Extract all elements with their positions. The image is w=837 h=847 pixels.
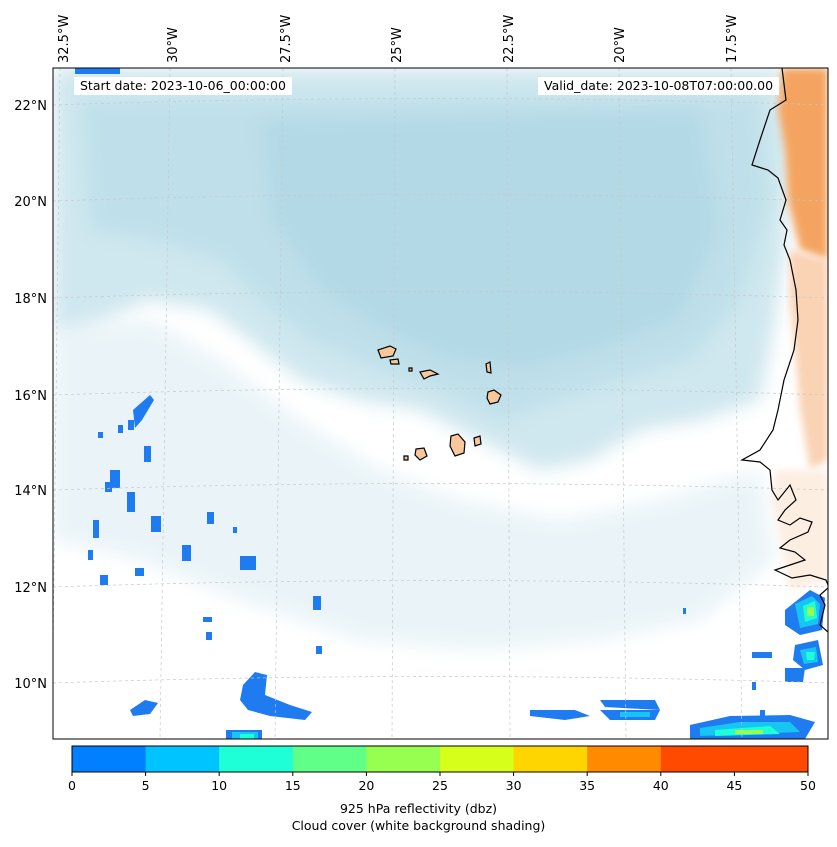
colorbar-segment	[513, 746, 588, 772]
colorbar-tick-label: 10	[211, 778, 227, 793]
lon-label-30w: 30°W	[166, 27, 181, 63]
colorbar-tick-label: 45	[726, 778, 742, 793]
colorbar-segment	[145, 746, 220, 772]
colorbar-segment	[219, 746, 294, 772]
colorbar-tick-label: 25	[432, 778, 448, 793]
colorbar-segment	[660, 746, 735, 772]
colorbar-segment	[440, 746, 515, 772]
lat-label-16n: 16°N	[14, 389, 47, 404]
lon-label-27-5w: 27.5°W	[279, 15, 294, 63]
colorbar-tick-label: 0	[68, 778, 76, 793]
colorbar-segment	[292, 746, 367, 772]
lat-label-12n: 12°N	[14, 581, 47, 596]
colorbar-segment	[587, 746, 662, 772]
lon-label-20w: 20°W	[613, 27, 628, 63]
map-frame	[52, 67, 829, 740]
coastline-guinea	[819, 587, 828, 633]
colorbar-tick-label: 30	[506, 778, 522, 793]
lon-label-25w: 25°W	[390, 27, 405, 63]
colorbar: 0 5 10 15 20 25 30 35 40 45 50	[68, 745, 816, 793]
colorbar-label-cloud-cover: Cloud cover (white background shading)	[291, 818, 546, 833]
longitude-labels: 32.5°W 30°W 27.5°W 25°W 22.5°W 20°W 17.5…	[57, 15, 740, 63]
colorbar-tick-label: 40	[653, 778, 669, 793]
lat-label-18n: 18°N	[14, 292, 47, 307]
lon-label-17-5w: 17.5°W	[725, 15, 740, 63]
african-coast-land	[772, 68, 828, 590]
cloud-cover-shading	[53, 68, 790, 650]
colorbar-tick-label: 15	[285, 778, 301, 793]
colorbar-tick-label: 35	[579, 778, 595, 793]
lat-label-20n: 20°N	[14, 195, 47, 210]
lat-label-10n: 10°N	[14, 677, 47, 692]
lon-label-22-5w: 22.5°W	[502, 15, 517, 63]
lon-label-32-5w: 32.5°W	[57, 15, 72, 63]
reflectivity-echoes-green	[735, 607, 814, 734]
colorbar-segment	[366, 746, 441, 772]
lat-label-22n: 22°N	[14, 99, 47, 114]
latitude-labels: 22°N 20°N 18°N 16°N 14°N 12°N 10°N	[14, 99, 47, 692]
valid-date-label: Valid_date: 2023-10-08T07:00:00.00	[538, 77, 780, 95]
colorbar-segment	[734, 746, 809, 772]
colorbar-tick-label: 20	[358, 778, 374, 793]
start-date-label: Start date: 2023-10-06_00:00:00	[74, 77, 292, 95]
colorbar-tick-label: 50	[800, 778, 816, 793]
lat-label-14n: 14°N	[14, 484, 47, 499]
coastline	[740, 68, 828, 586]
colorbar-segment	[72, 746, 147, 772]
colorbar-label-reflectivity: 925 hPa reflectivity (dbz)	[339, 801, 498, 816]
cape-verde-islands	[377, 345, 502, 461]
colorbar-tick-label: 5	[142, 778, 150, 793]
